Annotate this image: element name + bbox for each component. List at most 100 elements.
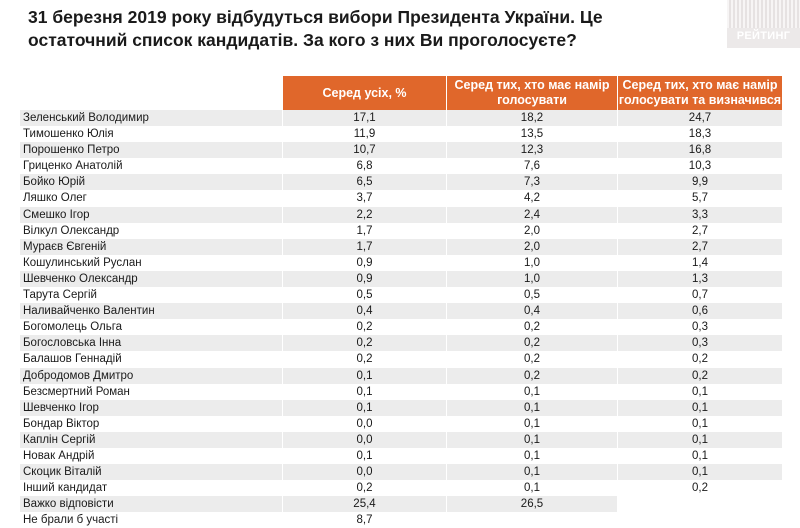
value-all: 1,7	[282, 222, 446, 239]
value-decided: 0,7	[617, 287, 782, 304]
value-all: 8,7	[282, 512, 446, 528]
value-decided	[617, 512, 782, 528]
header-blank	[20, 76, 282, 110]
value-intend: 12,3	[446, 142, 617, 159]
logo-text: РЕЙТИНГ	[736, 30, 791, 42]
value-all: 0,9	[282, 270, 446, 288]
table-row: Кошулинський Руслан 0,9 1,0 1,4	[20, 254, 782, 271]
value-intend: 0,5	[446, 287, 617, 304]
candidate-name: Гриценко Анатолій	[23, 160, 123, 173]
value-intend: 13,5	[446, 126, 617, 143]
value-all: 0,1	[282, 367, 446, 384]
value-intend: 0,1	[446, 383, 617, 400]
candidate-name: Смешко Ігор	[20, 206, 282, 223]
value-all: 10,7	[282, 142, 446, 159]
value-intend: 0,2	[446, 319, 617, 336]
table-row: Порошенко Петро 10,7 12,3 16,8	[20, 142, 782, 159]
rating-logo: РЕЙТИНГ	[727, 0, 800, 48]
candidate-name: Зеленський Володимир	[20, 110, 282, 127]
value-decided	[617, 496, 782, 513]
value-intend: 2,4	[446, 206, 617, 223]
candidate-name: Богомолець Ольга	[23, 321, 123, 334]
candidate-name: Важко відповісти	[20, 496, 282, 513]
candidate-name: Добродомов Дмитро	[20, 367, 282, 384]
candidate-name: Не брали б участі	[23, 514, 119, 527]
value-intend: 2,0	[446, 222, 617, 239]
candidate-name: Бондар Віктор	[23, 417, 100, 430]
value-all: 6,8	[282, 158, 446, 175]
value-decided: 0,1	[617, 415, 782, 432]
value-all: 0,1	[282, 383, 446, 400]
value-decided: 0,2	[617, 480, 782, 497]
value-intend: 2,0	[446, 238, 617, 255]
table-row: Богомолець Ольга 0,2 0,2 0,3	[20, 319, 782, 336]
candidate-name: Новак Андрій	[23, 449, 95, 462]
table-row: Шевченко Ігор 0,1 0,1 0,1	[20, 399, 782, 416]
value-intend: 1,0	[446, 254, 617, 271]
candidate-name: Скоцик Віталій	[20, 464, 282, 481]
candidate-name: Кошулинський Руслан	[23, 256, 142, 269]
value-intend	[446, 512, 617, 528]
value-all: 6,5	[282, 174, 446, 191]
value-decided: 5,7	[617, 190, 782, 207]
column-header-all: Серед усіх, %	[282, 76, 446, 110]
table-row: Зеленський Володимир 17,1 18,2 24,7	[20, 110, 782, 127]
value-intend: 0,1	[446, 464, 617, 481]
table-row: Шевченко Олександр 0,9 1,0 1,3	[20, 270, 782, 288]
logo-stripes	[727, 0, 800, 28]
value-decided: 0,1	[617, 464, 782, 481]
value-intend: 7,6	[446, 158, 617, 175]
value-intend: 18,2	[446, 110, 617, 127]
page-title: 31 березня 2019 року відбудуться вибори …	[28, 7, 603, 50]
table-row: Тимошенко Юлія 11,9 13,5 18,3	[20, 126, 782, 143]
value-intend: 0,1	[446, 480, 617, 497]
table-header: Серед усіх, % Серед тих, хто має намір г…	[20, 76, 782, 110]
candidate-name: Ляшко Олег	[23, 192, 87, 205]
table-row: Скоцик Віталій 0,0 0,1 0,1	[20, 464, 782, 481]
value-all: 0,2	[282, 351, 446, 368]
candidate-name: Вілкул Олександр	[23, 224, 120, 237]
candidate-name: Мураєв Євгеній	[20, 238, 282, 255]
table-row: Важко відповісти 25,4 26,5	[20, 496, 782, 513]
value-intend: 7,3	[446, 174, 617, 191]
value-decided: 0,1	[617, 383, 782, 400]
value-intend: 0,1	[446, 399, 617, 416]
table-row: Не брали б участі 8,7	[20, 512, 782, 528]
value-decided: 2,7	[617, 222, 782, 239]
table-row: Каплін Сергій 0,0 0,1 0,1	[20, 431, 782, 448]
candidate-name: Інший кандидат	[23, 482, 108, 495]
value-intend: 0,1	[446, 431, 617, 448]
value-intend: 0,1	[446, 415, 617, 432]
value-intend: 4,2	[446, 190, 617, 207]
results-table: Серед усіх, % Серед тих, хто має намір г…	[20, 76, 782, 528]
candidate-name: Балашов Геннадій	[23, 353, 122, 366]
table-row: Ляшко Олег 3,7 4,2 5,7	[20, 190, 782, 207]
table-body: Зеленський Володимир 17,1 18,2 24,7 Тимошенк…	[20, 110, 782, 528]
table-row: Смешко Ігор 2,2 2,4 3,3	[20, 206, 782, 223]
candidate-name: Бойко Юрій	[20, 174, 282, 191]
value-all: 1,7	[282, 238, 446, 255]
value-all: 3,7	[282, 190, 446, 207]
candidate-name: Шевченко Олександр	[20, 270, 282, 288]
value-decided: 0,2	[617, 367, 782, 384]
value-intend: 0,4	[446, 303, 617, 320]
candidate-name: Безсмертний Роман	[23, 385, 130, 398]
table-row: Гриценко Анатолій 6,8 7,6 10,3	[20, 158, 782, 175]
value-decided: 16,8	[617, 142, 782, 159]
value-decided: 0,3	[617, 319, 782, 336]
value-decided: 3,3	[617, 206, 782, 223]
value-intend: 0,2	[446, 335, 617, 352]
candidate-name: Порошенко Петро	[20, 142, 282, 159]
table-row: Наливайченко Валентин 0,4 0,4 0,6	[20, 303, 782, 320]
value-decided: 1,3	[617, 270, 782, 288]
candidate-name: Тимошенко Юлія	[23, 128, 114, 141]
value-all: 0,0	[282, 431, 446, 448]
column-header-decided: Серед тих, хто має намір голосувати та в…	[617, 76, 782, 110]
value-all: 0,0	[282, 464, 446, 481]
value-all: 2,2	[282, 206, 446, 223]
table-row: Інший кандидат 0,2 0,1 0,2	[20, 480, 782, 497]
value-all: 0,1	[282, 447, 446, 465]
candidate-name: Шевченко Ігор	[20, 399, 282, 416]
value-all: 0,2	[282, 480, 446, 497]
value-all: 0,1	[282, 399, 446, 416]
